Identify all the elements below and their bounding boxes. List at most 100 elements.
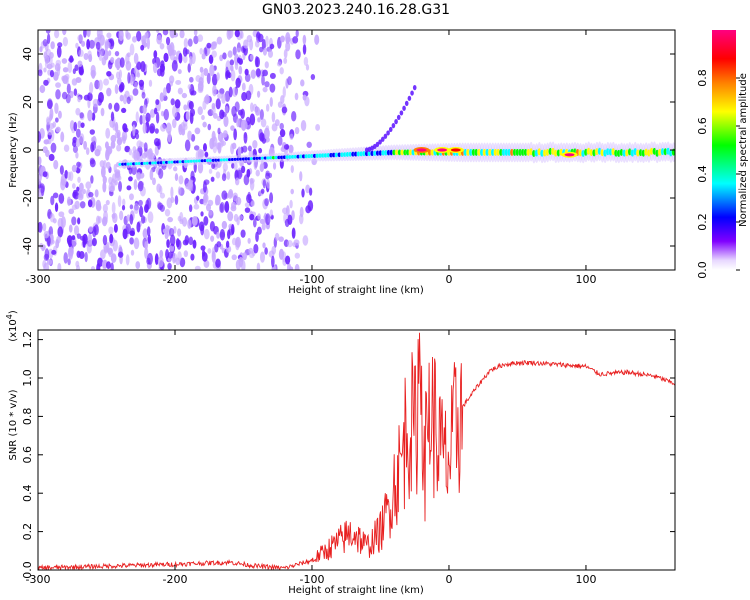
colorbar-tick-label: 0.8 xyxy=(696,69,709,87)
heatmap-cell xyxy=(391,123,396,129)
heatmap-cell xyxy=(103,159,107,170)
heatmap-cell xyxy=(243,131,248,144)
heatmap-cell xyxy=(207,123,212,131)
heatmap-cell xyxy=(91,140,97,151)
snr-y-multiplier-exponent: 4 xyxy=(5,314,14,319)
heatmap-cell xyxy=(105,149,110,161)
heatmap-cell xyxy=(210,235,215,242)
heatmap-cell xyxy=(90,137,95,143)
heatmap-cell xyxy=(106,87,112,97)
heatmap-cell xyxy=(100,249,106,260)
heatmap-cell xyxy=(183,104,188,111)
heatmap-cell xyxy=(277,135,283,146)
heatmap-cell xyxy=(190,134,196,142)
heatmap-cell xyxy=(247,237,251,244)
heatmap-cell xyxy=(185,183,192,190)
heatmap-cell xyxy=(238,65,243,75)
heatmap-cell xyxy=(255,68,261,77)
heatmap-cell xyxy=(386,130,390,136)
heatmap-cell xyxy=(149,123,156,134)
y-tick-label: 0.4 xyxy=(21,484,34,502)
heatmap-cell xyxy=(254,40,260,48)
heatmap-cell xyxy=(283,57,288,64)
heatmap-cell xyxy=(302,34,307,45)
heatmap-cell xyxy=(53,159,59,170)
heatmap-cell xyxy=(110,178,116,190)
heatmap-cell xyxy=(259,46,264,53)
heatmap-cell xyxy=(177,228,182,237)
heatmap-cell xyxy=(75,42,79,49)
heatmap-cell xyxy=(199,66,204,73)
heatmap-cell xyxy=(264,198,269,207)
heatmap-cell xyxy=(68,224,73,233)
heatmap-cell xyxy=(179,30,185,39)
heatmap-cell xyxy=(39,85,46,94)
heatmap-cell xyxy=(291,111,297,122)
heatmap-cell xyxy=(72,145,79,154)
heatmap-cell xyxy=(90,175,94,184)
heatmap-cell xyxy=(106,70,112,77)
heatmap-cell xyxy=(211,73,218,86)
heatmap-cell xyxy=(60,178,66,191)
heatmap-cell xyxy=(79,133,85,144)
heatmap-cell xyxy=(66,83,71,94)
heatmap-cell xyxy=(90,64,96,75)
heatmap-cell xyxy=(84,251,88,263)
heatmap-cell xyxy=(96,30,103,40)
heatmap-cell xyxy=(375,141,380,147)
heatmap-cell xyxy=(193,203,200,210)
snr-panel: -300 -200 -100 0 100 0.0 0.2 0.4 0.6 0.8 1.0 1.2 H… xyxy=(5,310,676,596)
heatmap-cell xyxy=(302,94,307,101)
heatmap-cell xyxy=(222,162,228,172)
heatmap-cell xyxy=(110,111,115,122)
heatmap-cell xyxy=(145,112,151,123)
heatmap-cell xyxy=(198,221,205,232)
heatmap-cell xyxy=(169,49,175,61)
figure-title: GN03.2023.240.16.28.G31 xyxy=(262,2,450,18)
heatmap-cell xyxy=(43,139,50,145)
heatmap-cell xyxy=(215,194,221,206)
heatmap-cell xyxy=(294,126,300,135)
heatmap-cell xyxy=(287,214,293,226)
x-tick-label: 0 xyxy=(445,573,452,586)
heatmap-cell xyxy=(168,227,175,237)
heatmap-cell xyxy=(278,236,284,242)
heatmap-cell xyxy=(177,186,182,196)
heatmap-cell xyxy=(141,114,146,125)
heatmap-cell xyxy=(190,253,195,261)
heatmap-cell xyxy=(302,44,307,55)
heatmap-cell xyxy=(206,72,211,85)
heatmap-cell xyxy=(40,185,45,197)
heatmap-cell xyxy=(75,128,81,138)
heatmap-cell xyxy=(388,126,393,133)
heatmap-cell xyxy=(232,192,239,202)
heatmap-cell xyxy=(132,88,139,96)
spectrogram-y-label: Frequency (Hz) xyxy=(8,112,19,188)
heatmap-cell xyxy=(62,67,69,73)
heatmap-cell xyxy=(380,136,385,142)
heatmap-cell xyxy=(187,38,193,47)
heatmap-cell xyxy=(86,38,91,50)
heatmap-cell xyxy=(240,108,245,120)
heatmap-cell xyxy=(79,201,86,209)
heatmap-cell xyxy=(110,140,116,149)
heatmap-cell xyxy=(185,111,190,121)
heatmap-cell xyxy=(148,79,153,87)
heatmap-cell xyxy=(46,99,53,110)
heatmap-cell xyxy=(372,143,377,150)
heatmap-cell xyxy=(294,92,299,101)
heatmap-cell xyxy=(188,204,193,213)
heatmap-cell xyxy=(378,139,382,145)
heatmap-cell xyxy=(228,86,233,98)
heatmap-cell xyxy=(136,151,140,162)
heatmap-cell xyxy=(259,251,265,263)
heatmap-cell xyxy=(211,105,216,116)
heatmap-cell xyxy=(231,162,235,169)
spectrogram-x-axis: -300 -200 -100 0 100 xyxy=(26,30,596,286)
heatmap-cell xyxy=(299,171,303,182)
heatmap-cell xyxy=(152,62,158,74)
heatmap-cell xyxy=(77,217,81,225)
heatmap-cell xyxy=(68,208,75,215)
heatmap-cell xyxy=(260,188,265,194)
heatmap-cell xyxy=(139,83,144,91)
